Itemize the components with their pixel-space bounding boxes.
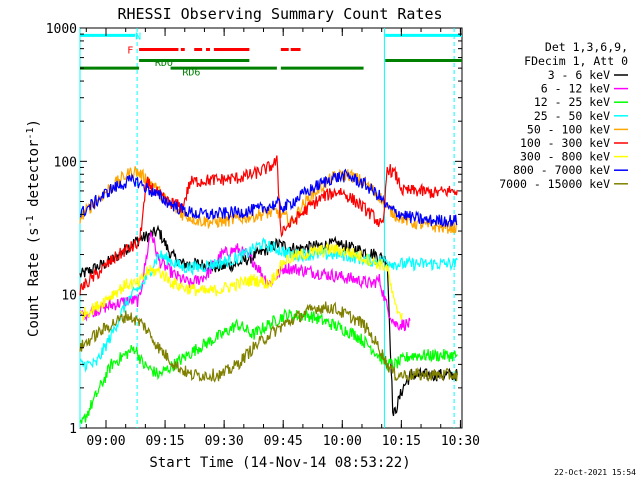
y-tick-label: 1000	[46, 22, 77, 37]
flag-label: N	[135, 31, 141, 42]
x-tick-label: 10:30	[441, 434, 480, 449]
y-tick-label: 100	[54, 155, 77, 170]
x-tick-label: 09:15	[145, 434, 184, 449]
y-axis-ticks: 1 10 100 1000	[46, 22, 462, 437]
series-lines	[79, 155, 458, 424]
y-axis-label-sup1: -1	[25, 215, 36, 227]
y-axis-label-mid: detector	[26, 140, 42, 216]
legend-label: 100 - 300 keV	[520, 136, 610, 150]
legend-header-1: Det 1,3,6,9,	[545, 40, 628, 54]
legend-header-2: FDecim 1, Att 0	[524, 54, 628, 68]
legend-label: 800 - 7000 keV	[513, 163, 610, 177]
y-axis-label-main: Count Rate (s	[26, 227, 42, 337]
y-tick-label: 10	[61, 289, 77, 304]
legend-label: 12 - 25 keV	[534, 95, 610, 109]
y-tick-label: 1	[69, 422, 77, 437]
flag-label: RD6	[182, 68, 200, 79]
x-tick-label: 10:00	[323, 434, 362, 449]
series-line	[79, 168, 458, 228]
legend-label: 50 - 100 keV	[527, 122, 610, 136]
y-axis-label-sup2: -1	[25, 127, 36, 139]
legend-label: 300 - 800 keV	[520, 150, 610, 164]
legend-label: 25 - 50 keV	[534, 109, 610, 123]
chart-title: RHESSI Observing Summary Count Rates	[117, 5, 442, 23]
flag-label: RDO	[155, 58, 173, 69]
y-axis-label-end: )	[26, 119, 42, 127]
x-tick-label: 10:15	[382, 434, 421, 449]
y-axis-label: Count Rate (s-1 detector-1)	[25, 119, 42, 337]
series-line	[79, 241, 403, 323]
legend: Det 1,3,6,9, FDecim 1, Att 0 3 - 6 keV6 …	[499, 40, 628, 191]
x-tick-label: 09:30	[205, 434, 244, 449]
flag-label: F	[127, 45, 133, 56]
legend-label: 3 - 6 keV	[548, 68, 610, 82]
legend-label: 7000 - 15000 keV	[499, 177, 610, 191]
series-line	[79, 237, 458, 373]
flag-annotations: NF RDO RD6	[127, 31, 200, 78]
series-line	[79, 308, 458, 424]
flag-bars	[80, 33, 462, 70]
x-tick-label: 09:45	[264, 434, 303, 449]
x-axis-label: Start Time (14-Nov-14 08:53:22)	[149, 455, 410, 471]
x-axis-ticks: 09:00 09:15 09:30 09:45 10:00 10:15 10:30	[85, 28, 480, 449]
series-line	[79, 166, 458, 234]
x-tick-label: 09:00	[86, 434, 125, 449]
legend-label: 6 - 12 keV	[541, 82, 610, 96]
series-line	[79, 301, 458, 383]
series-line	[79, 155, 458, 296]
footer-timestamp: 22-Oct-2021 15:54	[554, 468, 636, 477]
